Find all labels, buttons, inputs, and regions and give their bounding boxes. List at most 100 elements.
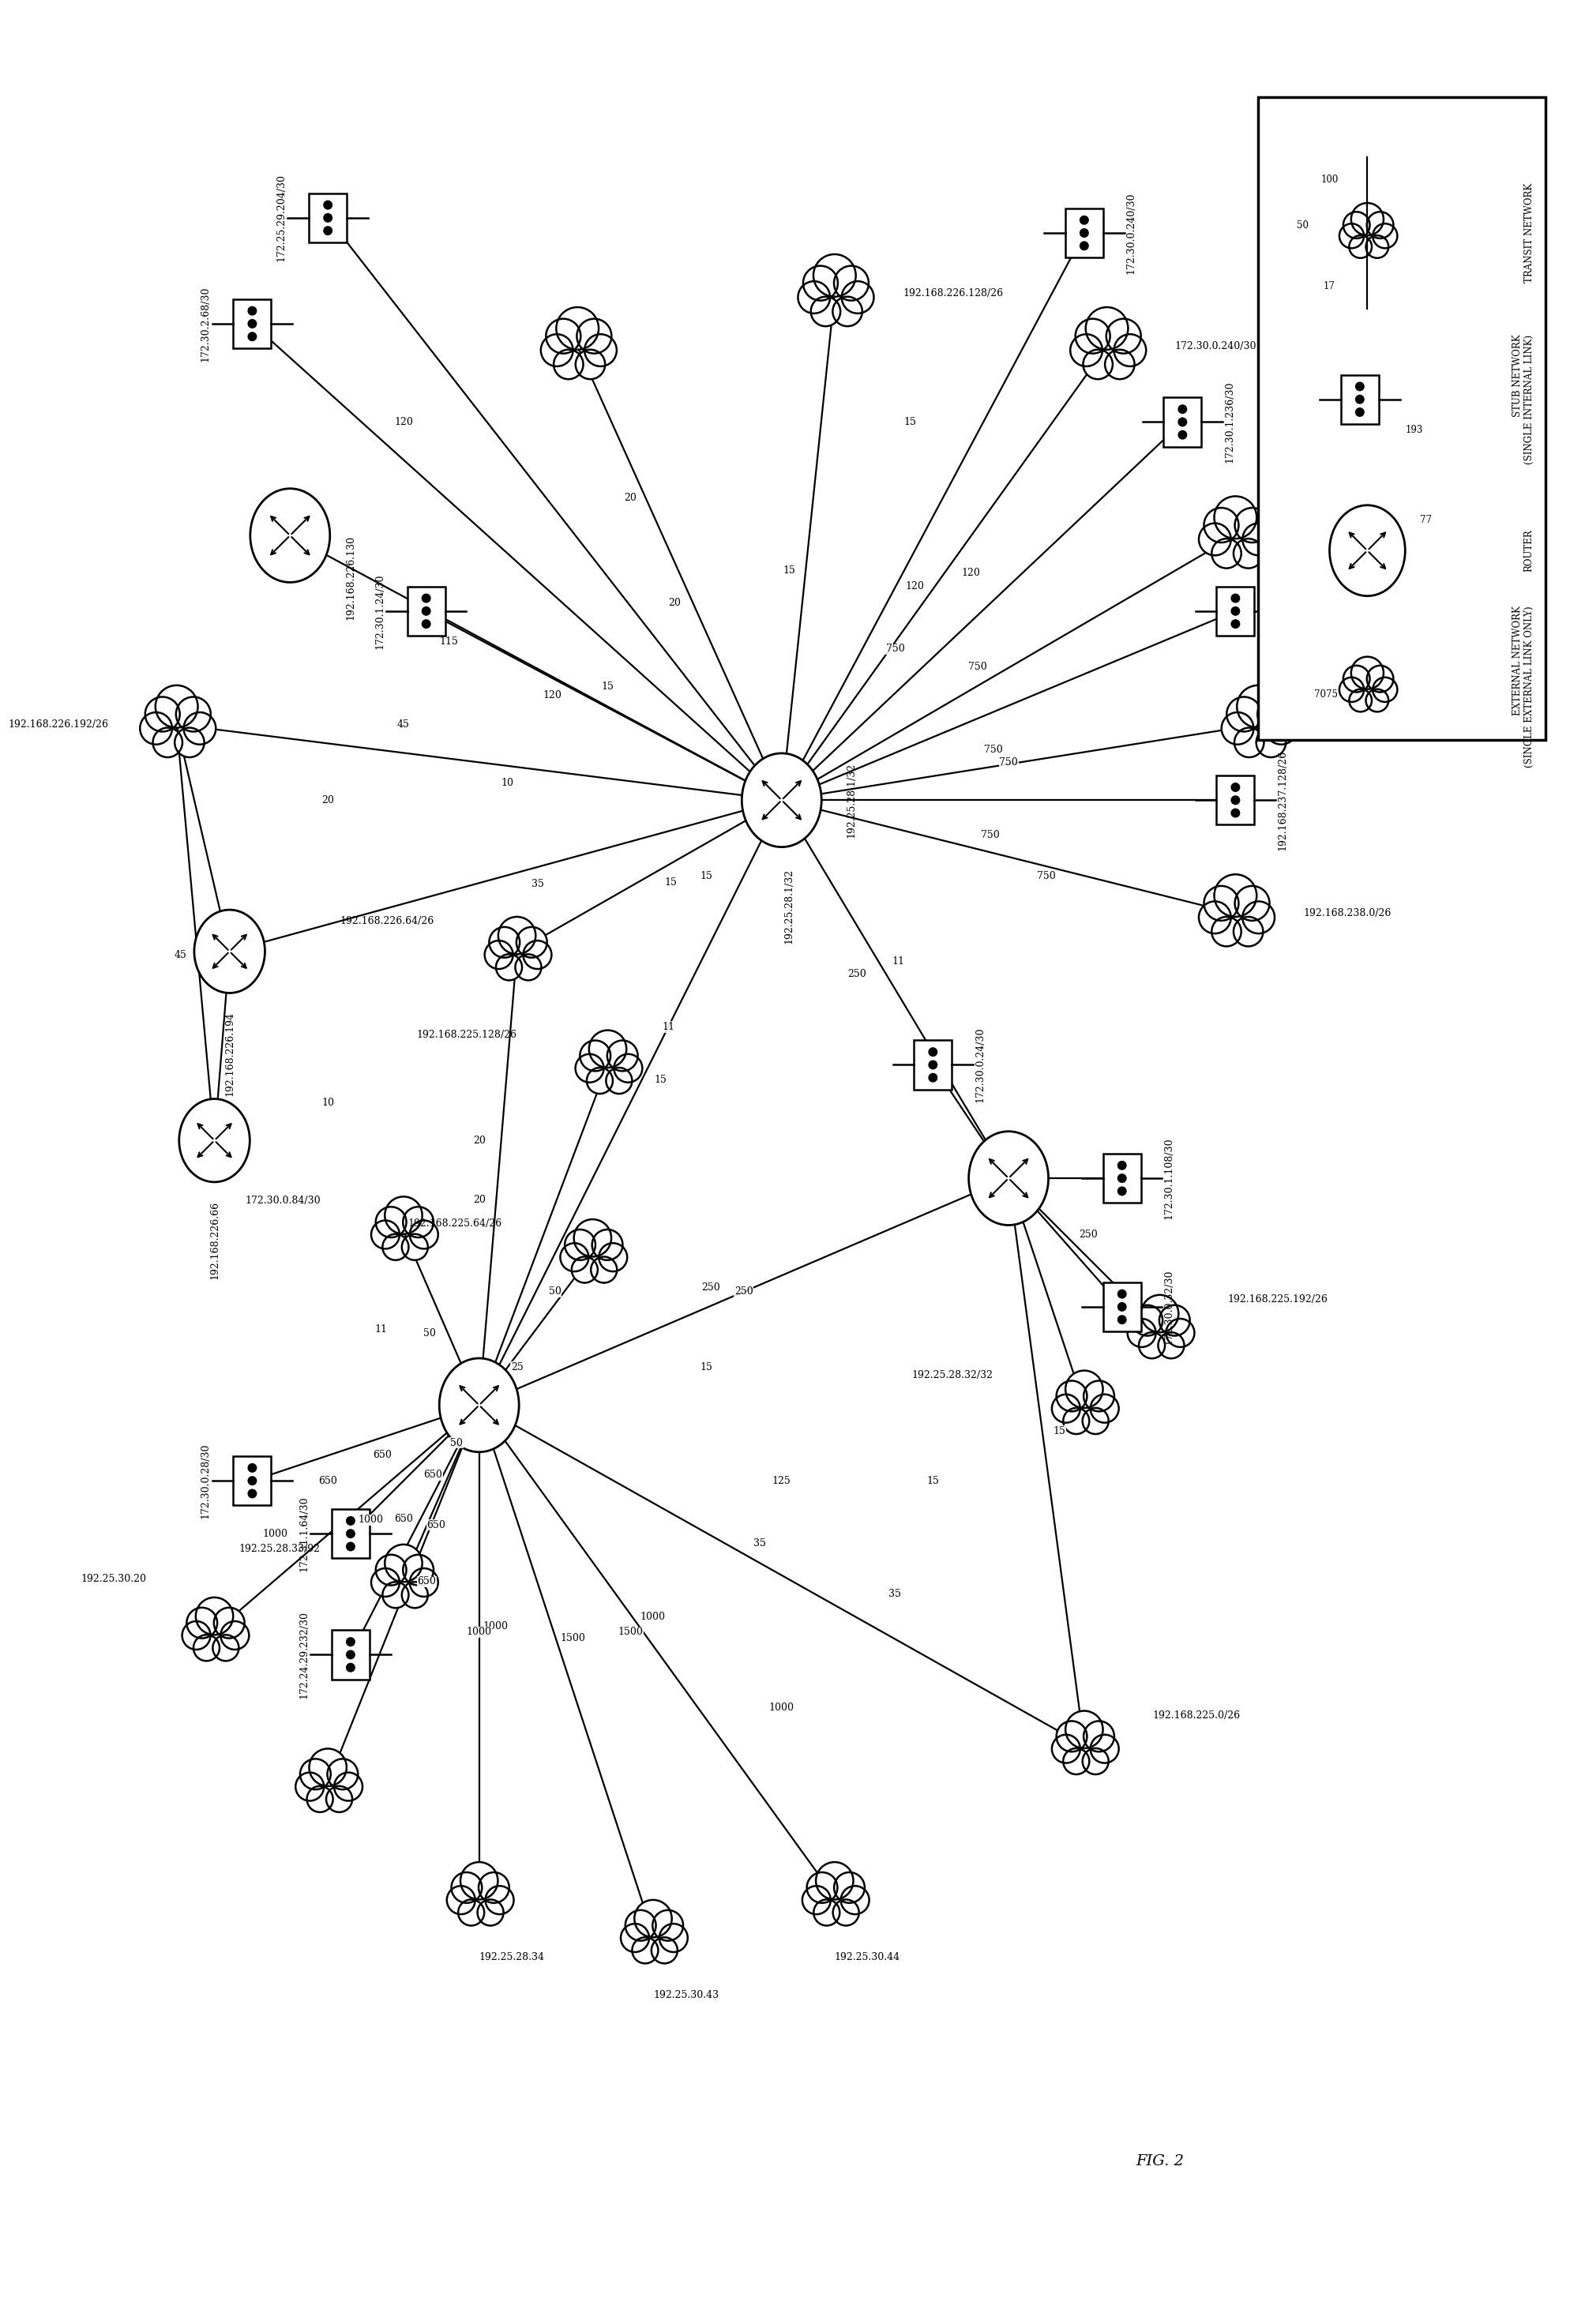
Text: 11: 11 <box>375 1325 388 1334</box>
Ellipse shape <box>250 488 330 583</box>
Circle shape <box>575 1055 604 1083</box>
Text: 50: 50 <box>451 1439 463 1448</box>
Circle shape <box>515 955 542 981</box>
Circle shape <box>1349 235 1372 258</box>
Circle shape <box>1052 1734 1080 1764</box>
Text: 45: 45 <box>397 720 410 730</box>
Text: 650: 650 <box>374 1450 392 1459</box>
Circle shape <box>834 1899 859 1927</box>
Circle shape <box>1141 1294 1179 1332</box>
Circle shape <box>496 955 523 981</box>
Text: 192.168.237.128/26: 192.168.237.128/26 <box>1276 751 1287 851</box>
Text: TRANSIT NETWORK: TRANSIT NETWORK <box>1524 184 1534 284</box>
Text: 750: 750 <box>999 758 1017 767</box>
Circle shape <box>606 1067 633 1095</box>
Circle shape <box>385 1545 422 1583</box>
Text: 192.168.238.0/26: 192.168.238.0/26 <box>1303 909 1391 918</box>
Text: 172.30.1.236/30: 172.30.1.236/30 <box>1303 530 1385 541</box>
Text: 1500: 1500 <box>619 1627 644 1636</box>
Circle shape <box>565 1229 595 1260</box>
Circle shape <box>816 1862 854 1899</box>
Circle shape <box>1082 1408 1108 1434</box>
Text: 172.30.0.240/30: 172.30.0.240/30 <box>1126 193 1137 274</box>
Circle shape <box>1107 318 1141 353</box>
Circle shape <box>1066 1371 1102 1408</box>
Circle shape <box>447 1885 476 1915</box>
Circle shape <box>1204 509 1239 541</box>
Circle shape <box>592 1229 623 1260</box>
Text: 35: 35 <box>889 1590 901 1599</box>
Text: 11: 11 <box>892 957 904 967</box>
Circle shape <box>1086 307 1129 349</box>
Circle shape <box>1063 1408 1090 1434</box>
Circle shape <box>1204 885 1239 920</box>
Text: 192.168.226.66: 192.168.226.66 <box>209 1202 220 1278</box>
Circle shape <box>659 1924 688 1952</box>
Ellipse shape <box>969 1132 1049 1225</box>
Circle shape <box>653 1910 683 1941</box>
Text: 17: 17 <box>1324 281 1336 290</box>
Text: 192.25.28.32/32: 192.25.28.32/32 <box>912 1369 994 1380</box>
Circle shape <box>347 1529 355 1538</box>
Circle shape <box>1339 676 1364 702</box>
Circle shape <box>383 1583 408 1608</box>
Text: 650: 650 <box>319 1476 338 1485</box>
Circle shape <box>422 621 430 627</box>
FancyBboxPatch shape <box>1066 209 1104 258</box>
Text: 1000: 1000 <box>769 1703 794 1713</box>
Circle shape <box>929 1074 937 1083</box>
Circle shape <box>576 318 612 353</box>
Text: 100: 100 <box>1320 174 1338 186</box>
Circle shape <box>1256 727 1286 758</box>
FancyBboxPatch shape <box>331 1629 369 1680</box>
Circle shape <box>1367 665 1394 693</box>
Circle shape <box>323 225 331 235</box>
Circle shape <box>1179 418 1187 425</box>
Text: 50: 50 <box>424 1329 436 1339</box>
Text: 192.168.225.0/26: 192.168.225.0/26 <box>1152 1710 1240 1720</box>
Text: EXTERNAL NETWORK
(SINGLE EXTERNAL LINK ONLY): EXTERNAL NETWORK (SINGLE EXTERNAL LINK O… <box>1512 607 1534 767</box>
Text: 50: 50 <box>1297 221 1309 230</box>
Text: 192.25.28.1/32: 192.25.28.1/32 <box>846 762 856 837</box>
Text: 1000: 1000 <box>262 1529 287 1538</box>
Circle shape <box>1057 1722 1086 1752</box>
Text: 192.25.28.34: 192.25.28.34 <box>479 1952 545 1961</box>
Circle shape <box>477 1899 504 1927</box>
Circle shape <box>633 1938 658 1964</box>
Circle shape <box>375 1555 407 1585</box>
Circle shape <box>402 1234 429 1260</box>
Text: 11: 11 <box>663 1023 675 1032</box>
Text: 1500: 1500 <box>560 1634 586 1643</box>
Circle shape <box>451 1873 482 1903</box>
Text: 120: 120 <box>961 567 980 579</box>
Circle shape <box>1212 916 1242 946</box>
Circle shape <box>1344 665 1369 693</box>
Circle shape <box>556 307 598 349</box>
Circle shape <box>1214 874 1256 916</box>
Circle shape <box>1236 885 1270 920</box>
Text: 172.25.29.204/30: 172.25.29.204/30 <box>276 174 286 263</box>
Circle shape <box>347 1518 355 1525</box>
Circle shape <box>1214 497 1256 539</box>
Text: 172.31.1.64/30: 172.31.1.64/30 <box>298 1497 309 1571</box>
Text: 15: 15 <box>783 565 796 576</box>
Circle shape <box>385 1197 422 1234</box>
Circle shape <box>155 686 198 727</box>
Text: 20: 20 <box>669 597 681 609</box>
Circle shape <box>1352 202 1383 235</box>
Circle shape <box>1236 509 1270 541</box>
Text: 650: 650 <box>394 1513 413 1525</box>
Circle shape <box>306 1787 333 1813</box>
Circle shape <box>1237 686 1280 727</box>
Text: 250: 250 <box>735 1287 754 1297</box>
Circle shape <box>403 1206 433 1236</box>
Circle shape <box>1118 1304 1126 1311</box>
Circle shape <box>1339 223 1364 249</box>
Circle shape <box>334 1773 363 1801</box>
Circle shape <box>1118 1315 1126 1325</box>
Circle shape <box>1057 1380 1086 1411</box>
Circle shape <box>1234 727 1264 758</box>
Circle shape <box>1115 335 1146 367</box>
Circle shape <box>1221 711 1253 744</box>
Text: 120: 120 <box>904 581 923 590</box>
